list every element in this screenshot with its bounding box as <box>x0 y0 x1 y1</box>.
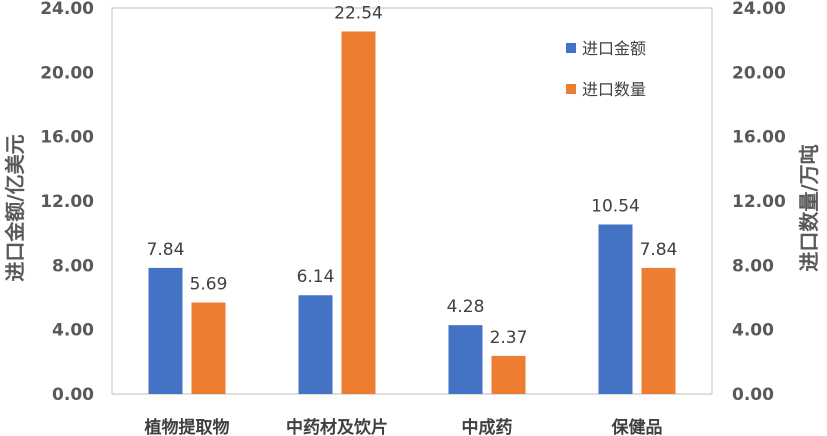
bar-amount <box>598 224 633 394</box>
bar-amount <box>448 325 483 394</box>
legend-swatch-quantity <box>566 84 576 94</box>
left-tick-label: 4.00 <box>52 321 94 341</box>
data-label-amount: 7.84 <box>147 240 185 260</box>
legend-label-amount: 进口金额 <box>582 39 646 58</box>
bars <box>148 31 676 395</box>
bar-quantity <box>341 31 376 395</box>
right-tick-label: 12.00 <box>732 192 786 212</box>
data-label-quantity: 7.84 <box>640 240 678 260</box>
category-labels: 植物提取物 中药材及饮片 中成药 保健品 <box>145 417 663 436</box>
legend-label-quantity: 进口数量 <box>582 80 646 99</box>
left-tick-label: 20.00 <box>40 63 94 83</box>
data-label-amount: 6.14 <box>297 267 335 287</box>
bar-amount <box>298 295 333 394</box>
right-tick-label: 20.00 <box>732 63 786 83</box>
right-axis-ticks: 0.00 4.00 8.00 12.00 16.00 20.00 24.00 <box>732 0 786 405</box>
category-label: 中成药 <box>462 417 513 436</box>
plot-frame <box>111 7 713 395</box>
data-label-quantity: 5.69 <box>190 274 228 294</box>
left-axis-title: 进口金额/亿美元 <box>3 134 27 281</box>
left-tick-label: 0.00 <box>52 385 94 405</box>
right-tick-label: 4.00 <box>732 321 774 341</box>
left-axis-ticks: 0.00 4.00 8.00 12.00 16.00 20.00 24.00 <box>40 0 94 405</box>
bar-quantity <box>491 355 526 394</box>
right-tick-label: 24.00 <box>732 0 786 19</box>
left-tick-label: 12.00 <box>40 192 94 212</box>
data-label-amount: 4.28 <box>447 297 485 317</box>
category-label: 中药材及饮片 <box>286 417 388 436</box>
data-label-quantity: 22.54 <box>334 3 383 23</box>
right-axis-title: 进口数量/万吨 <box>797 144 821 271</box>
category-label: 植物提取物 <box>145 417 230 436</box>
right-tick-label: 8.00 <box>732 256 774 276</box>
bar-amount <box>148 267 183 394</box>
data-label-quantity: 2.37 <box>490 328 528 348</box>
data-label-amount: 10.54 <box>591 196 640 216</box>
left-tick-label: 24.00 <box>40 0 94 19</box>
legend-swatch-amount <box>566 43 576 53</box>
right-tick-label: 16.00 <box>732 128 786 148</box>
category-label: 保健品 <box>611 417 663 436</box>
legend: 进口金额 进口数量 <box>566 39 646 99</box>
bar-quantity <box>641 267 676 394</box>
right-tick-label: 0.00 <box>732 385 774 405</box>
bar-quantity <box>191 302 226 394</box>
left-tick-label: 8.00 <box>52 256 94 276</box>
plot-area <box>111 7 713 395</box>
left-tick-label: 16.00 <box>40 128 94 148</box>
